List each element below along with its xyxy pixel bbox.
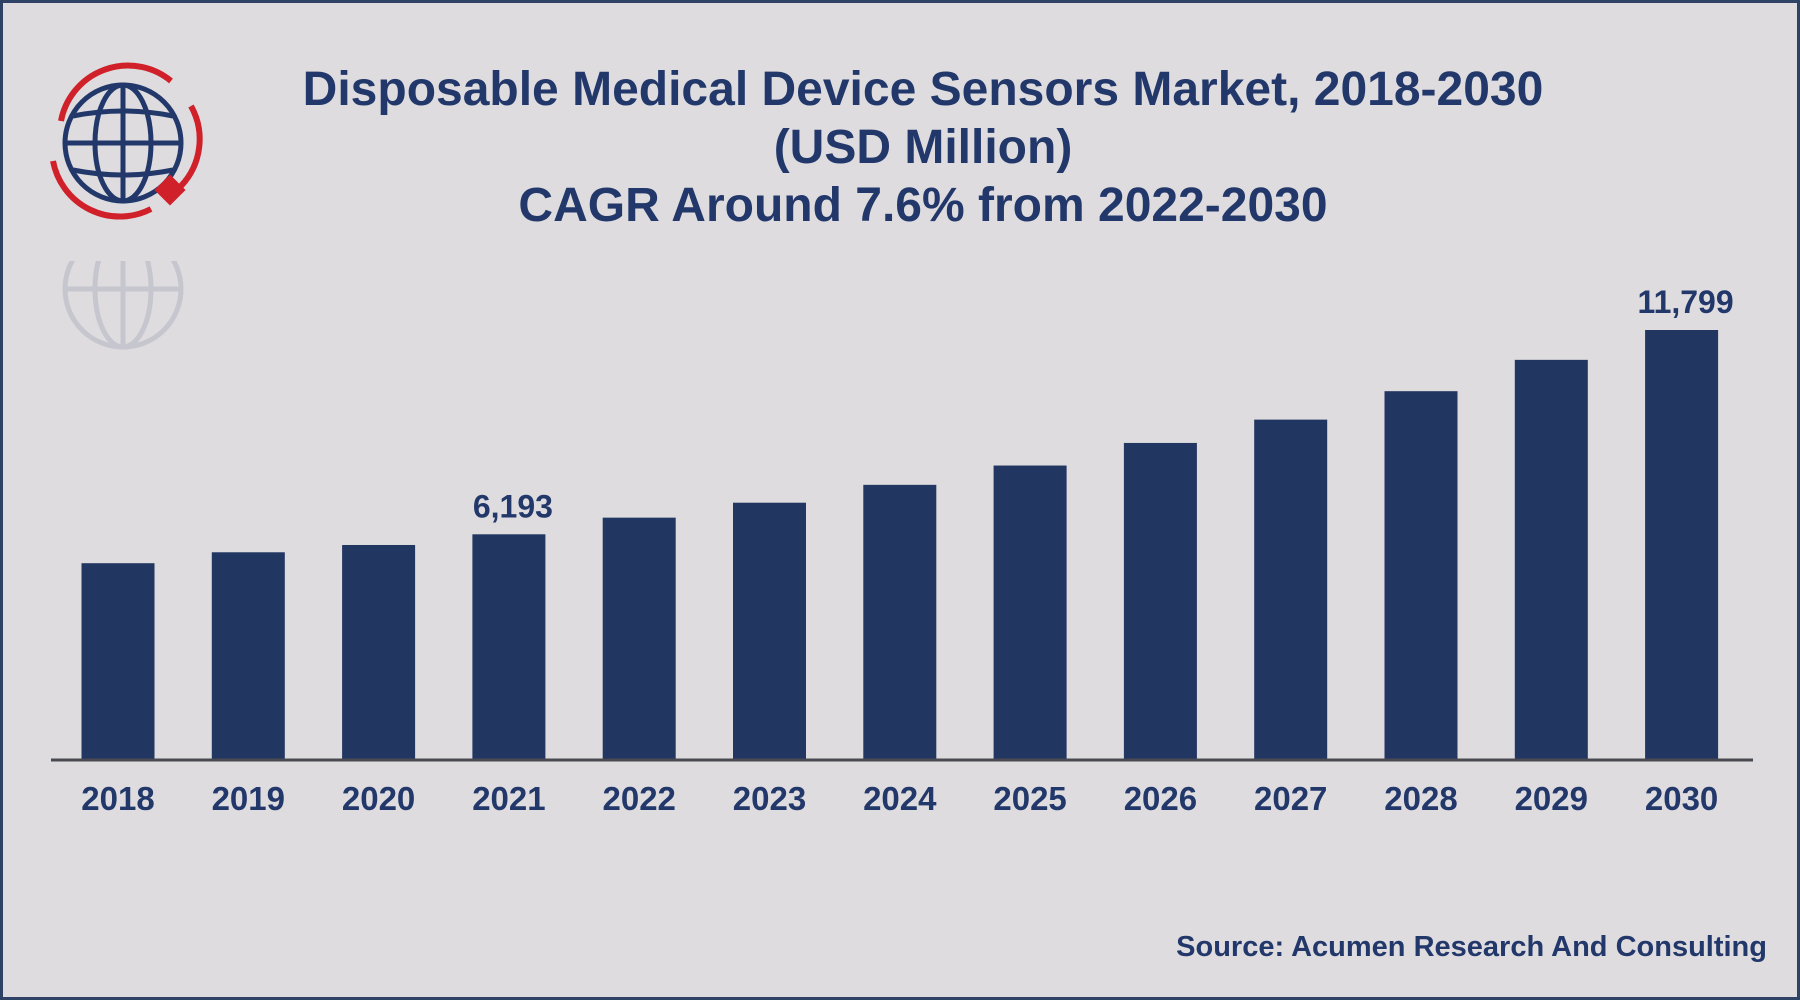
logo-arrow-right-icon — [178, 104, 203, 189]
bar-series — [81, 330, 1719, 760]
data-labels: 6,193 11,799 — [473, 284, 1734, 524]
globe-logo-reflection-icon — [62, 261, 184, 350]
bar-chart: 2018 2019 2020 2021 2022 2023 2024 2025 2026 2027… — [51, 284, 1753, 817]
logo-globe-icon — [62, 82, 184, 204]
bar-2025 — [993, 465, 1067, 760]
x-tick-label-2030: 2030 — [1645, 780, 1718, 817]
bar-2028 — [1384, 391, 1458, 760]
bar-2020 — [342, 544, 416, 760]
x-tick-label-2019: 2019 — [212, 780, 285, 817]
chart-title: Disposable Medical Device Sensors Market… — [233, 61, 1613, 235]
x-tick-labels: 2018 2019 2020 2021 2022 2023 2024 2025 2026 2027… — [81, 780, 1718, 817]
x-tick-label-2018: 2018 — [81, 780, 154, 817]
x-tick-label-2026: 2026 — [1124, 780, 1197, 817]
chart-title-line-3: CAGR Around 7.6% from 2022-2030 — [518, 179, 1328, 232]
logo-arrow-top-icon — [58, 62, 173, 122]
bar-2024 — [863, 484, 937, 760]
x-tick-label-2028: 2028 — [1384, 780, 1457, 817]
globe-logo-icon — [50, 62, 203, 220]
logo-diamond-icon — [154, 174, 186, 206]
data-label-2030: 11,799 — [1638, 284, 1734, 320]
bar-2019 — [211, 552, 285, 760]
x-tick-label-2020: 2020 — [342, 780, 415, 817]
data-label-2021: 6,193 — [473, 488, 553, 524]
bar-2030 — [1645, 330, 1719, 760]
bar-2023 — [733, 502, 806, 760]
x-tick-label-2027: 2027 — [1254, 780, 1327, 817]
x-tick-label-2023: 2023 — [733, 780, 806, 817]
bar-2021 — [472, 534, 546, 760]
logo-arrow-bottom-icon — [50, 160, 153, 220]
bar-2022 — [602, 517, 676, 760]
x-tick-label-2029: 2029 — [1515, 780, 1588, 817]
x-tick-label-2022: 2022 — [602, 780, 675, 817]
x-tick-label-2021: 2021 — [472, 780, 545, 817]
chart-title-line-2: (USD Million) — [773, 121, 1073, 174]
bar-2029 — [1514, 359, 1588, 760]
bar-2018 — [81, 563, 155, 760]
bar-2026 — [1123, 442, 1197, 760]
x-tick-label-2024: 2024 — [863, 780, 937, 817]
x-tick-label-2025: 2025 — [993, 780, 1066, 817]
source-note: Source: Acumen Research And Consulting — [1176, 931, 1767, 963]
bar-2027 — [1254, 419, 1328, 760]
chart-title-line-1: Disposable Medical Device Sensors Market… — [302, 63, 1544, 116]
